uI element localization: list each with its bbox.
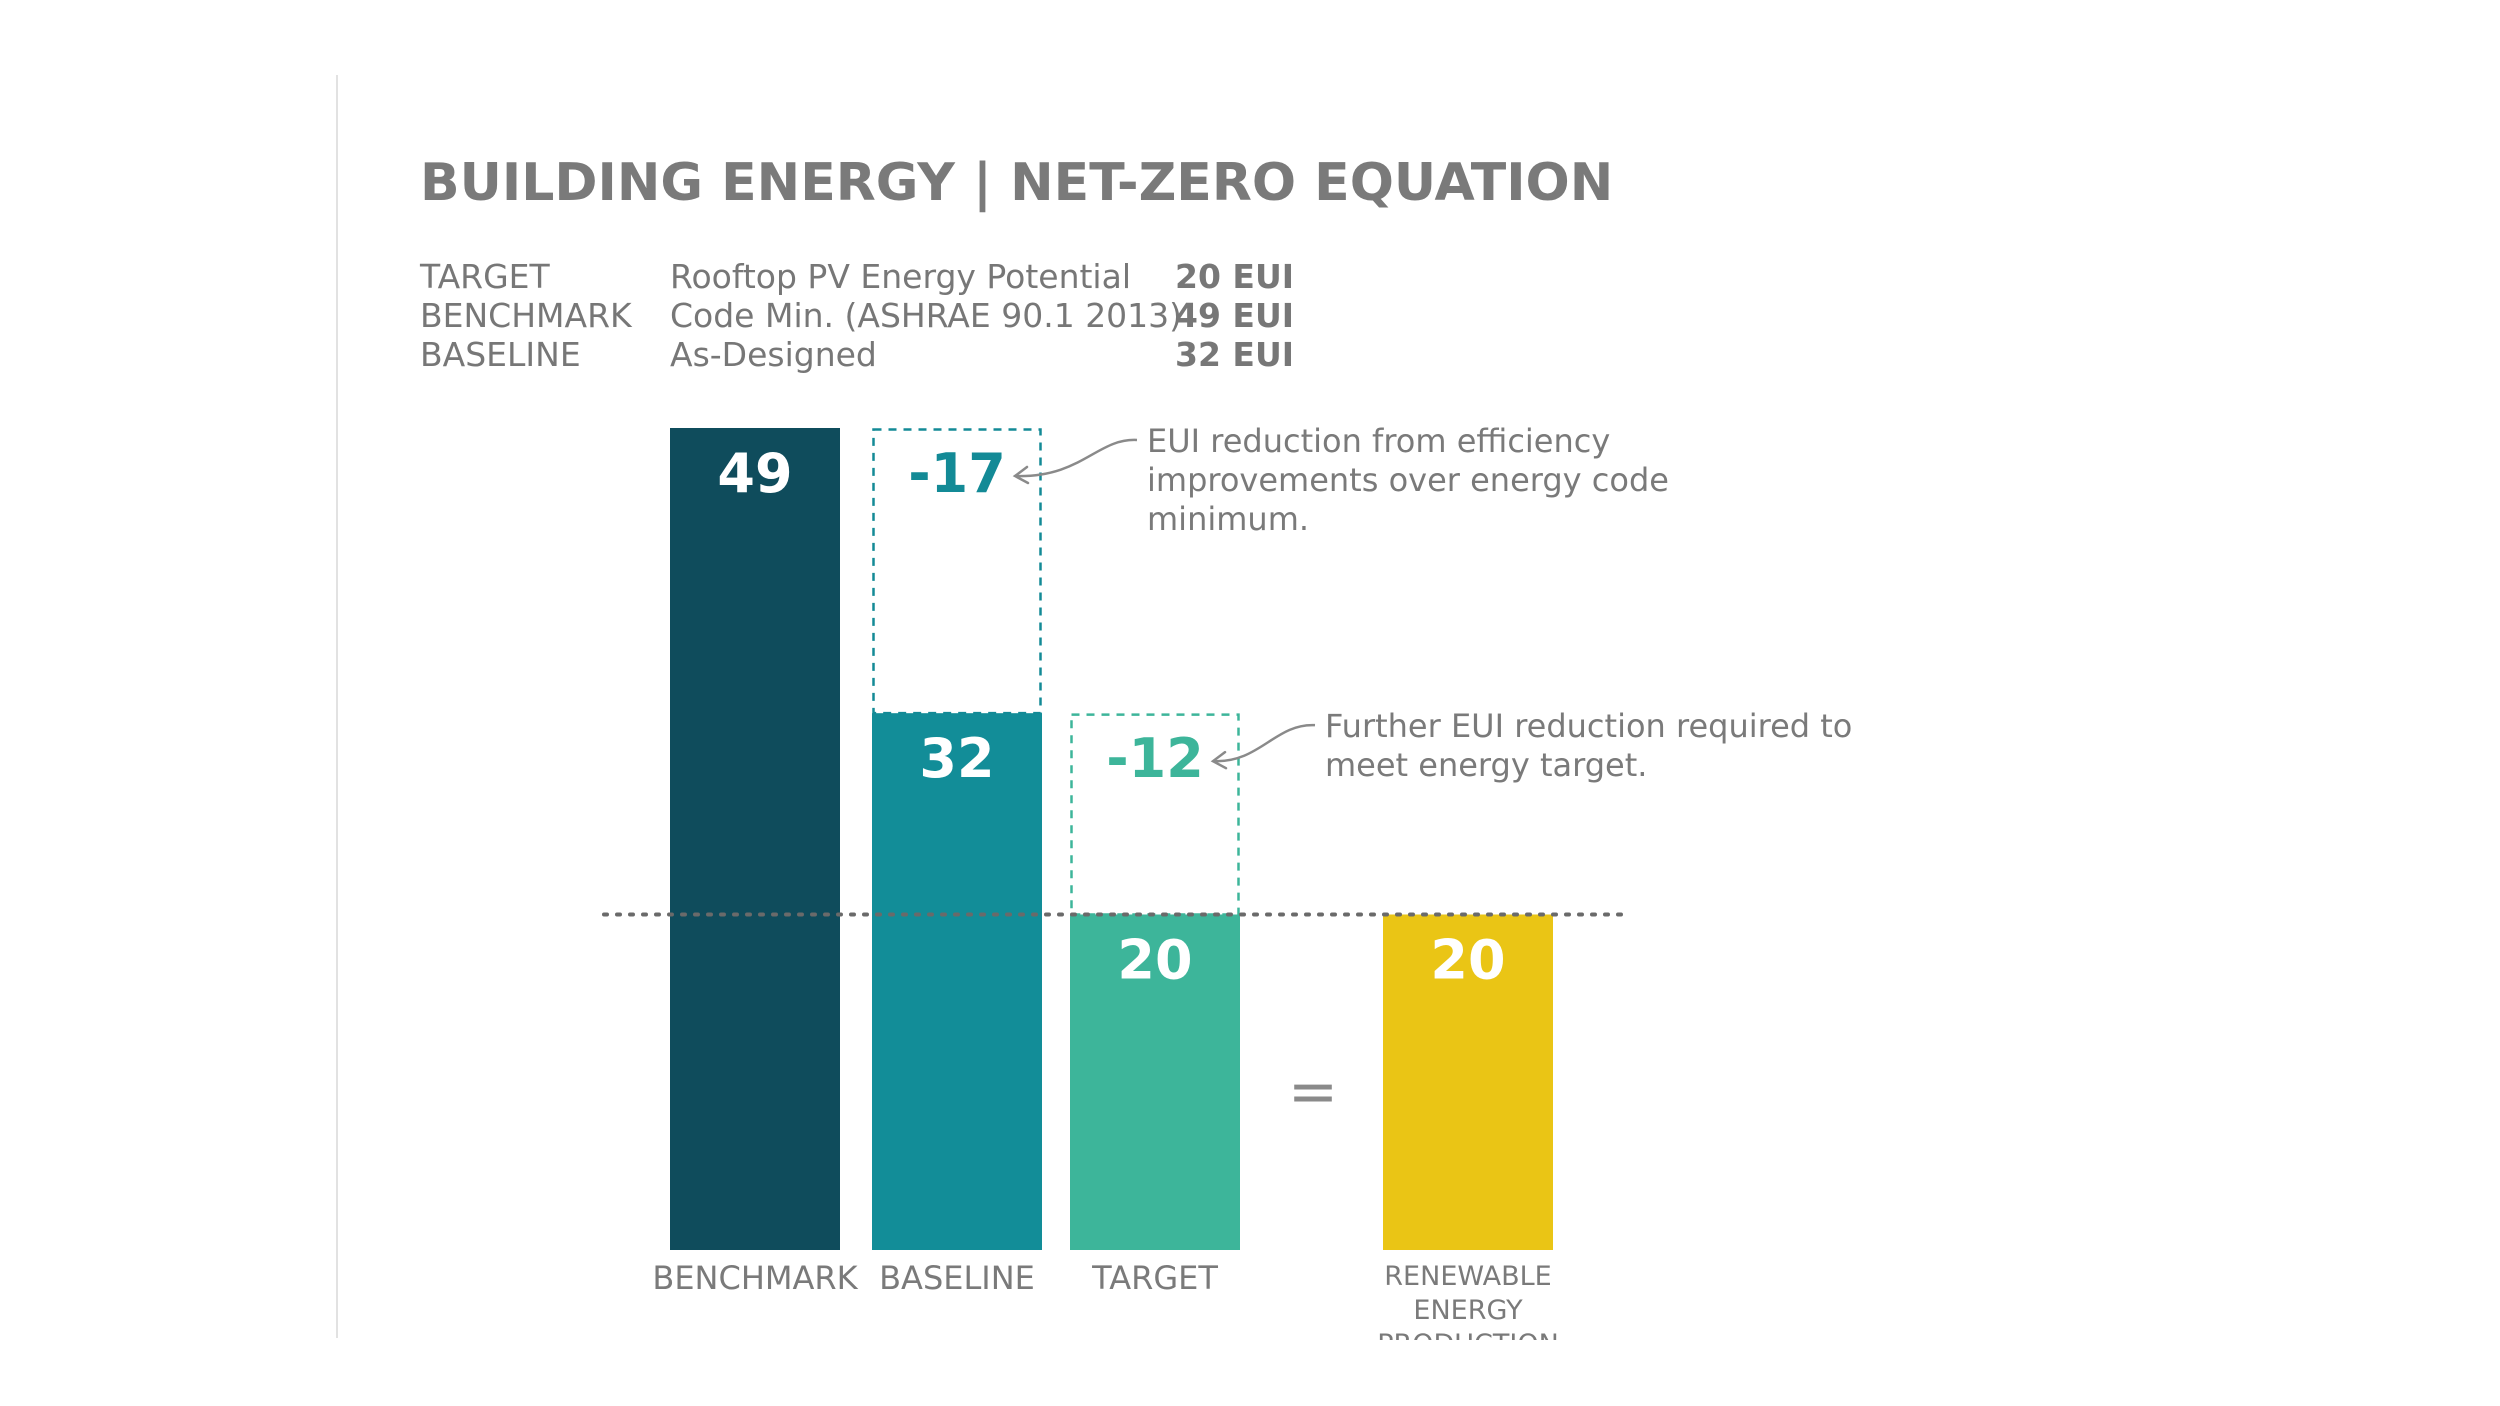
annotation-text: Further EUI reduction required to	[1325, 707, 1852, 745]
chart-title: BUILDING ENERGY | NET-ZERO EQUATION	[420, 153, 1613, 213]
category-label: ENERGY	[1413, 1295, 1523, 1326]
category-label: RENEWABLE	[1384, 1261, 1551, 1292]
target-bar	[1070, 914, 1240, 1250]
summary-table: TARGET Rooftop PV Energy Potential 20 EU…	[419, 257, 1294, 374]
summary-label: TARGET	[419, 257, 551, 296]
plot-area: 49 32 20 20 -17 -12 EUI reduction from efficie…	[602, 422, 1852, 1360]
summary-label: BASELINE	[420, 335, 581, 374]
equals-sign: =	[1288, 1057, 1338, 1127]
annotation-arrowhead	[1210, 750, 1228, 770]
bar-value-label: 20	[1430, 928, 1505, 991]
summary-description: Code Min. (ASHRAE 90.1 2013)	[670, 296, 1182, 335]
category-label: BENCHMARK	[652, 1259, 858, 1297]
reduction-value-label: -12	[1106, 727, 1204, 790]
annotation-arrowhead	[1012, 465, 1030, 485]
annotation-text: minimum.	[1147, 500, 1309, 538]
summary-value: 32 EUI	[1175, 335, 1294, 374]
category-label: TARGET	[1091, 1259, 1218, 1297]
annotation-text: EUI reduction from efficiency	[1147, 422, 1610, 460]
annotation-text: meet energy target.	[1325, 746, 1647, 784]
baseline-bar	[872, 713, 1042, 1250]
summary-description: Rooftop PV Energy Potential	[670, 257, 1131, 296]
bar-value-label: 20	[1117, 928, 1192, 991]
category-label: BASELINE	[879, 1259, 1035, 1297]
category-label: PRODUCTION	[1377, 1329, 1559, 1360]
summary-description: As-Designed	[670, 335, 877, 374]
summary-label: BENCHMARK	[420, 296, 633, 335]
benchmark-bar	[670, 428, 840, 1250]
annotation-leader	[1014, 438, 1138, 478]
summary-value: 20 EUI	[1175, 257, 1294, 296]
annotation-leader	[1212, 723, 1316, 763]
summary-value: 49 EUI	[1175, 296, 1294, 335]
renewable-bar	[1383, 914, 1553, 1250]
bar-value-label: 32	[919, 727, 994, 790]
reduction-value-label: -17	[908, 442, 1006, 505]
annotation-text: improvements over energy code	[1147, 461, 1669, 499]
bar-value-label: 49	[717, 442, 792, 505]
